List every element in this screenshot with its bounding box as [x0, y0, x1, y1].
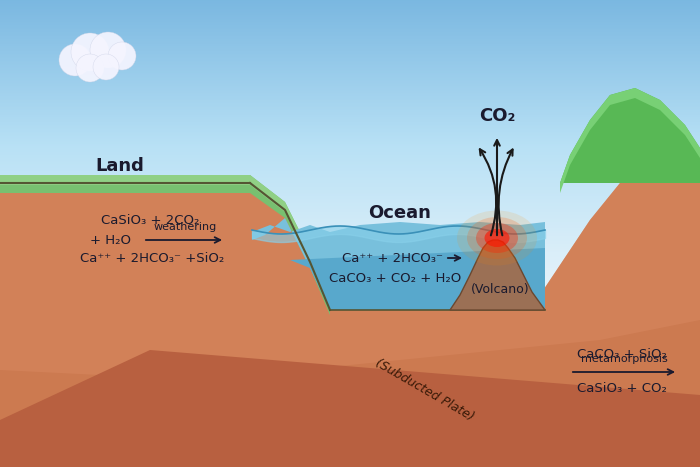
Circle shape — [93, 54, 119, 80]
Text: CaCO₃ + SiO₂: CaCO₃ + SiO₂ — [577, 348, 667, 361]
Text: CO₂: CO₂ — [479, 107, 515, 125]
Text: Ca⁺⁺ + 2HCO₃⁻ +SiO₂: Ca⁺⁺ + 2HCO₃⁻ +SiO₂ — [80, 252, 224, 264]
Ellipse shape — [467, 217, 527, 259]
Circle shape — [90, 32, 126, 68]
Polygon shape — [0, 350, 700, 467]
Text: Ocean: Ocean — [369, 204, 431, 222]
Text: metamorphosis: metamorphosis — [580, 354, 667, 364]
Polygon shape — [0, 175, 310, 262]
Ellipse shape — [476, 223, 518, 253]
Text: weathering: weathering — [153, 222, 216, 232]
Text: CaCO₃ + CO₂ + H₂O: CaCO₃ + CO₂ + H₂O — [329, 271, 461, 284]
Polygon shape — [0, 183, 700, 380]
Polygon shape — [560, 88, 700, 183]
Circle shape — [76, 54, 104, 82]
Text: Land: Land — [96, 157, 144, 175]
Polygon shape — [0, 175, 330, 315]
Text: + H₂O: + H₂O — [90, 234, 130, 247]
Polygon shape — [450, 240, 545, 310]
Circle shape — [71, 33, 109, 71]
Text: CaSiO₃ + 2CO₂: CaSiO₃ + 2CO₂ — [101, 213, 200, 226]
Circle shape — [59, 44, 91, 76]
Polygon shape — [0, 183, 700, 467]
Text: Ca⁺⁺ + 2HCO₃⁻: Ca⁺⁺ + 2HCO₃⁻ — [342, 252, 442, 264]
Ellipse shape — [457, 211, 537, 266]
Text: (Volcano): (Volcano) — [470, 283, 529, 297]
Ellipse shape — [484, 229, 510, 247]
Polygon shape — [560, 88, 700, 193]
Polygon shape — [290, 248, 545, 310]
Circle shape — [108, 42, 136, 70]
Text: (Subducted Plate): (Subducted Plate) — [373, 356, 477, 424]
Text: CaSiO₃ + CO₂: CaSiO₃ + CO₂ — [577, 382, 667, 395]
Polygon shape — [252, 218, 545, 310]
